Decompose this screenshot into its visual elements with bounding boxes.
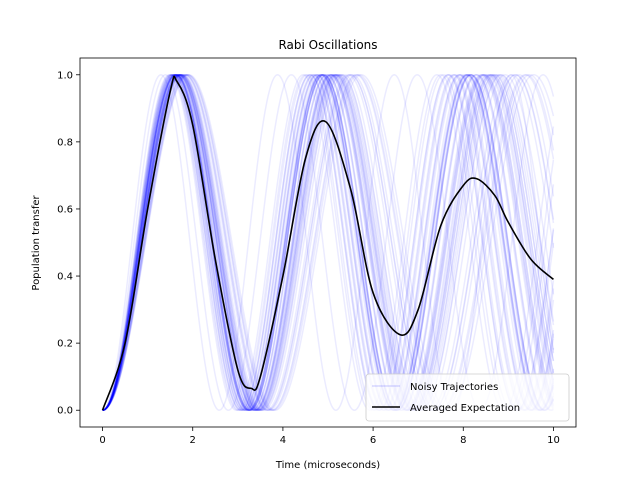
noisy-trajectory-line (102, 74, 555, 411)
noisy-trajectory-line (102, 74, 554, 411)
plot-area (79, 57, 577, 428)
noisy-trajectory-line (102, 74, 554, 411)
noisy-trajectory-line (102, 74, 555, 411)
y-tick-label: 0.0 (57, 406, 73, 417)
noisy-trajectory-line (102, 74, 555, 411)
noisy-trajectory-line (102, 74, 555, 411)
noisy-trajectory-line (102, 74, 555, 411)
legend-label-noisy: Noisy Trajectories (410, 382, 498, 393)
y-tick-label: 1.0 (57, 70, 73, 81)
x-tick-label: 10 (547, 435, 560, 446)
y-tick-label: 0.8 (57, 137, 73, 148)
noisy-trajectory-line (102, 74, 555, 411)
noisy-trajectory-line (102, 74, 555, 411)
noisy-trajectory-line (102, 74, 555, 411)
chart-title: Rabi Oscillations (278, 38, 377, 52)
x-axis-label: Time (microseconds) (275, 460, 380, 471)
noisy-trajectory-line (102, 74, 554, 411)
noisy-trajectory-line (102, 74, 555, 411)
noisy-trajectory-line (102, 74, 555, 412)
legend-label-average: Averaged Expectation (410, 403, 520, 414)
noisy-trajectory-line (102, 74, 555, 411)
noisy-trajectory-line (102, 74, 555, 411)
x-tick-label: 6 (370, 435, 376, 446)
y-tick-label: 0.6 (57, 204, 73, 215)
noisy-trajectory-line (102, 74, 555, 411)
noisy-trajectory-line (102, 74, 555, 411)
noisy-trajectory-line (102, 74, 555, 411)
x-axis-ticks: 0 2 4 6 8 10 (99, 427, 560, 446)
legend-box (365, 373, 570, 422)
x-tick-label: 0 (99, 435, 105, 446)
noisy-trajectory-line (102, 74, 555, 411)
noisy-trajectory-line (102, 74, 555, 411)
y-tick-label: 0.4 (57, 272, 73, 283)
x-tick-label: 2 (190, 435, 196, 446)
noisy-trajectory-line (102, 74, 555, 411)
noisy-trajectory-line (102, 74, 555, 411)
noisy-trajectory-line (102, 74, 555, 411)
noisy-trajectory-line (102, 74, 555, 411)
averaged-expectation-line (101, 75, 554, 411)
plot-background (80, 58, 576, 427)
noisy-trajectory-line (102, 74, 555, 411)
noisy-trajectory-line (102, 74, 555, 411)
noisy-trajectory-line (102, 74, 555, 411)
noisy-trajectory-line (102, 74, 555, 411)
noisy-trajectory-line (102, 74, 555, 411)
noisy-trajectory-line (102, 74, 555, 411)
noisy-trajectory-line (102, 74, 555, 411)
noisy-trajectory-line (102, 74, 555, 411)
x-tick-label: 4 (280, 435, 286, 446)
noisy-trajectory-line (102, 74, 555, 411)
averaged-expectation (101, 75, 554, 411)
noisy-trajectory-line (102, 74, 555, 411)
noisy-trajectory-line (102, 74, 555, 411)
y-tick-label: 0.2 (57, 339, 73, 350)
noisy-trajectory-line (102, 74, 555, 411)
noisy-trajectory-line (102, 74, 555, 411)
noisy-trajectory-line (102, 74, 555, 411)
noisy-trajectory-line (102, 74, 555, 411)
noisy-trajectory-line (102, 74, 555, 411)
noisy-trajectory-line (102, 74, 555, 411)
noisy-trajectory-line (102, 74, 555, 411)
noisy-trajectory-line (102, 74, 555, 411)
noisy-trajectory-line (102, 74, 555, 411)
noisy-trajectory-line (102, 74, 555, 411)
noisy-trajectories (102, 74, 555, 412)
y-axis-ticks: 0.0 0.2 0.4 0.6 0.8 1.0 (57, 70, 80, 417)
noisy-trajectory-line (102, 74, 555, 411)
noisy-trajectory-line (102, 74, 555, 411)
noisy-trajectory-line (102, 74, 555, 411)
noisy-trajectory-line (102, 74, 555, 411)
plot-frame (79, 57, 577, 428)
legend: Noisy Trajectories Averaged Expectation (365, 373, 570, 422)
noisy-trajectory-line (102, 74, 555, 411)
noisy-trajectory-line (102, 74, 555, 411)
noisy-trajectory-line (102, 74, 555, 411)
noisy-trajectory-line (102, 74, 555, 411)
y-axis-label: Population transfer (31, 195, 42, 291)
x-tick-label: 8 (460, 435, 466, 446)
